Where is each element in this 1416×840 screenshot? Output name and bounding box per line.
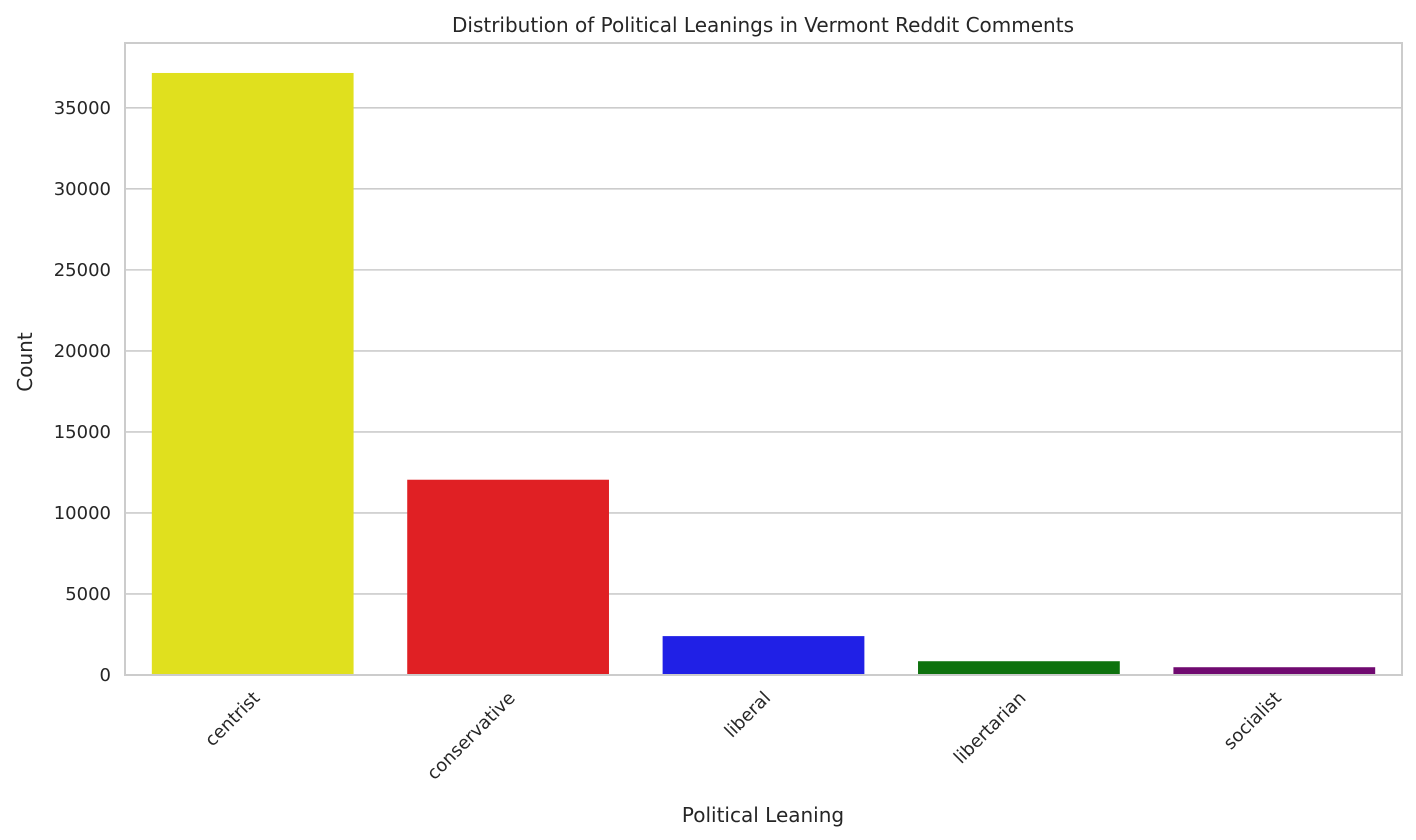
bar-libertarian — [918, 661, 1120, 675]
x-tick-label: liberal — [721, 688, 775, 742]
x-tick-label: centrist — [201, 688, 264, 751]
y-tick-label: 15000 — [54, 422, 111, 443]
y-tick-label: 25000 — [54, 260, 111, 281]
x-tick-labels: centrist conservative liberal libertarian so… — [201, 688, 1286, 785]
chart-title: Distribution of Political Leanings in Ve… — [452, 13, 1074, 37]
y-tick-label: 10000 — [54, 503, 111, 524]
y-tick-labels: 0 5000 10000 15000 20000 25000 30000 35000 — [54, 98, 111, 686]
y-tick-label: 35000 — [54, 98, 111, 119]
x-tick-label: conservative — [423, 688, 520, 785]
y-axis-label: Count — [13, 332, 37, 392]
y-tick-label: 20000 — [54, 341, 111, 362]
x-tick-label: socialist — [1220, 688, 1286, 754]
bar-centrist — [152, 73, 354, 675]
bar-liberal — [663, 636, 865, 675]
bar-socialist — [1173, 667, 1375, 675]
y-tick-label: 0 — [100, 665, 111, 686]
bar-conservative — [407, 480, 609, 675]
y-tick-label: 5000 — [65, 584, 111, 605]
x-tick-label: libertarian — [950, 688, 1030, 768]
bars — [152, 73, 1375, 675]
y-tick-label: 30000 — [54, 179, 111, 200]
x-axis-label: Political Leaning — [682, 803, 844, 827]
